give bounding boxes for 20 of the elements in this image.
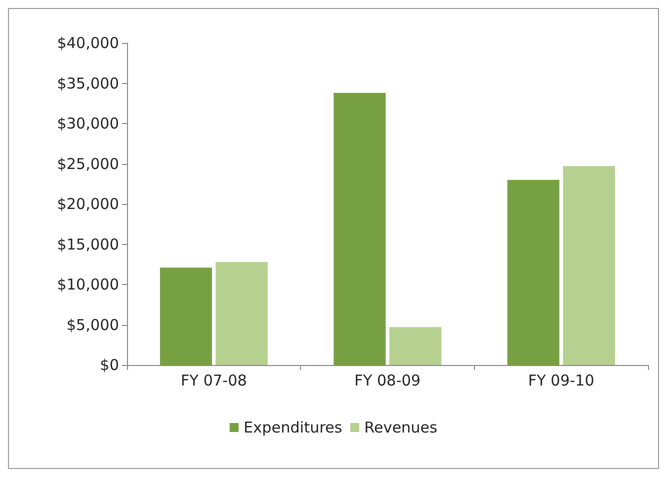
y-tick-label: $20,000 (56, 195, 119, 213)
bar (389, 327, 442, 365)
y-tick-label: $10,000 (56, 276, 119, 294)
y-tick-label: $40,000 (56, 34, 119, 52)
bar (216, 262, 268, 365)
legend-label: Revenues (364, 418, 438, 436)
y-tick-label: $35,000 (56, 74, 119, 92)
x-tick-label: FY 09-10 (528, 372, 594, 390)
bar (160, 268, 212, 365)
y-tick-label: $0 (100, 356, 119, 374)
x-tick-label: FY 07-08 (180, 372, 247, 390)
bar (334, 92, 386, 365)
bar (507, 180, 560, 365)
x-tick-label: FY 08-09 (354, 372, 421, 390)
y-tick-label: $25,000 (56, 154, 119, 173)
y-tick-label: $15,000 (56, 235, 119, 254)
legend-label: Expenditures (244, 418, 342, 436)
bar (562, 166, 616, 365)
y-tick-label: $5,000 (66, 316, 119, 334)
y-tick-label: $30,000 (56, 114, 119, 132)
